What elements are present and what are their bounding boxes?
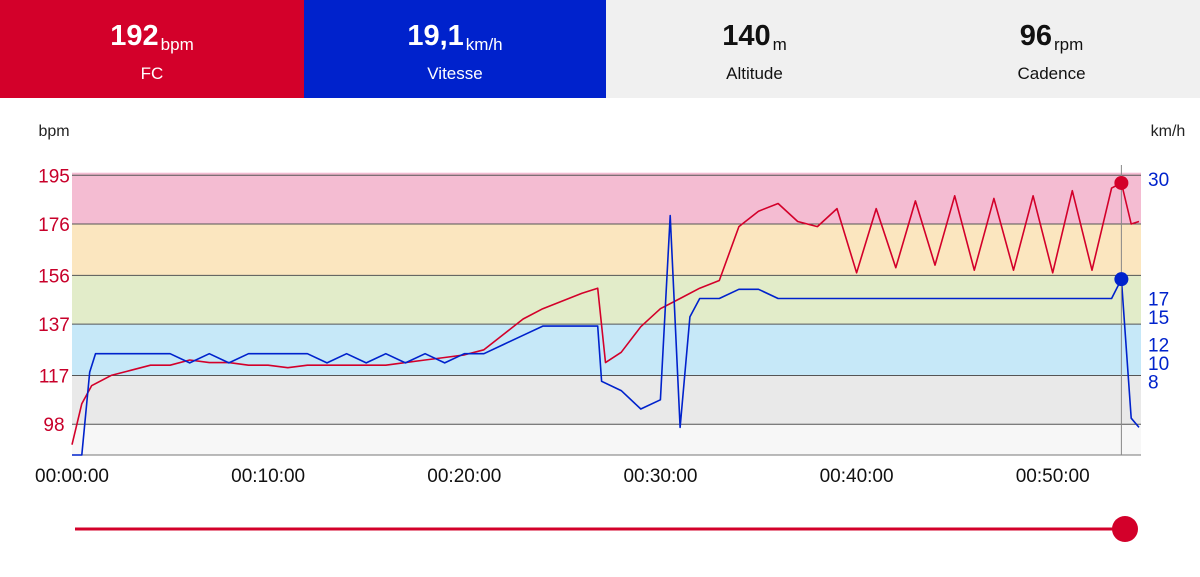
hr-zone-1 [72,424,1141,455]
hr-zone-5 [72,224,1141,276]
speed-stat[interactable]: 19,1 km/h Vitesse [304,0,606,98]
time-slider[interactable] [75,516,1138,542]
series-lines [71,182,1140,456]
cadence-label: Cadence [1017,64,1086,83]
time-tick-label: 00:00:00 [35,466,109,487]
cursor[interactable] [1114,165,1129,455]
hr-zone-6 [72,172,1141,225]
speed-tick-label: 8 [1148,372,1159,393]
hr-zone-4 [72,275,1141,325]
time-tick-labels: 00:00:00 00:10:00 00:20:00 00:30:00 00:40:00… [35,466,1090,487]
speed-tick-label: 17 [1148,289,1169,310]
hr-tick-label: 195 [38,166,70,187]
hr-tick-labels: 195 176 156 137 117 98 [38,166,70,436]
hr-series-line [71,182,1140,445]
altitude-unit: m [772,35,787,54]
heart-rate-value: 192 [110,20,159,52]
hr-tick-label: 137 [38,315,70,336]
hr-cursor-dot [1114,175,1129,190]
speed-tick-label: 30 [1148,170,1169,191]
time-tick-label: 00:30:00 [623,466,697,487]
altitude-value: 140 [722,20,771,52]
speed-tick-label: 15 [1148,308,1169,329]
altitude-label: Altitude [726,64,783,83]
speed-label: Vitesse [427,64,483,83]
heart-rate-label: FC [140,64,164,83]
hr-tick-label: 156 [38,266,70,287]
altitude-stat[interactable]: 140 m Altitude [606,0,903,98]
hr-tick-label: 176 [38,215,70,236]
left-axis-label: bpm [38,123,69,140]
speed-tick-label: 12 [1148,336,1169,357]
speed-tick-label: 10 [1148,354,1169,375]
time-tick-label: 00:10:00 [231,466,305,487]
heart-rate-stat[interactable]: 192 bpm FC [0,0,304,98]
cadence-value: 96 [1019,20,1052,52]
slider-handle[interactable] [1112,516,1138,542]
time-tick-label: 00:50:00 [1016,466,1090,487]
speed-series-line [72,214,1140,456]
hr-tick-label: 98 [43,415,64,436]
speed-cursor-dot [1114,272,1129,287]
cadence-stat[interactable]: 96 rpm Cadence [903,0,1200,98]
gridlines [72,174,1141,456]
hr-zone-3 [72,324,1141,376]
hr-zones [72,172,1141,455]
cadence-unit: rpm [1053,35,1084,54]
heart-rate-unit: bpm [160,35,194,54]
stats-bar: 192 bpm FC 19,1 km/h Vitesse 140 m Altit… [0,0,1200,98]
speed-unit: km/h [465,35,503,54]
speed-value: 19,1 [407,20,464,52]
right-axis-label: km/h [1151,123,1186,140]
time-tick-label: 00:20:00 [427,466,501,487]
hr-tick-label: 117 [39,366,69,387]
time-tick-label: 00:40:00 [820,466,894,487]
